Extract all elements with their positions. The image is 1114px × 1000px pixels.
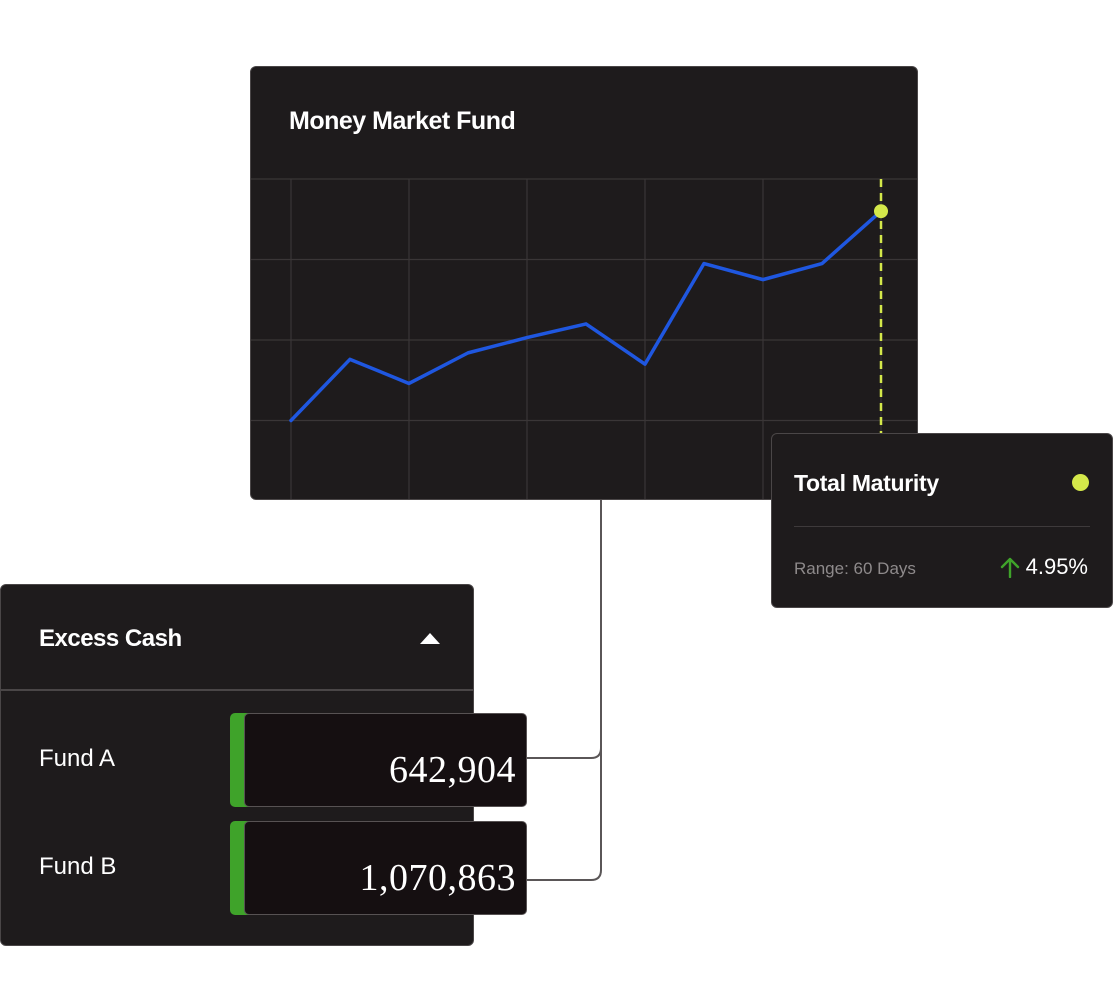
fund-b-value-box[interactable]: 1,070,863 — [230, 821, 527, 915]
money-market-fund-chart — [251, 178, 917, 499]
fund-a-value[interactable]: 642,904 — [244, 713, 527, 807]
series-line — [289, 209, 883, 423]
connector-line — [527, 500, 602, 759]
connector-line — [527, 740, 602, 881]
caret-up-icon[interactable] — [420, 633, 440, 644]
change-value: 4.95% — [1025, 554, 1088, 579]
highlighted-point — [874, 204, 888, 219]
chart-title: Money Market Fund — [289, 107, 516, 135]
up-arrow-icon — [1000, 557, 1019, 578]
total-maturity-card: Total Maturity Range: 60 Days 4.95% — [771, 433, 1113, 608]
range-label: Range: 60 Days — [794, 559, 916, 578]
total-maturity-title: Total Maturity — [794, 470, 939, 496]
status-dot — [1072, 474, 1089, 491]
fund-a-label: Fund A — [39, 745, 116, 772]
divider — [794, 526, 1090, 527]
change-indicator: 4.95% — [1000, 554, 1088, 580]
money-market-fund-card: Money Market Fund — [250, 66, 918, 500]
fund-b-label: Fund B — [39, 853, 117, 880]
chart-points — [874, 204, 888, 219]
fund-b-value[interactable]: 1,070,863 — [244, 821, 527, 915]
excess-cash-title: Excess Cash — [39, 625, 182, 652]
chart-grid — [251, 178, 917, 499]
divider — [1, 689, 473, 691]
fund-a-value-box[interactable]: 642,904 — [230, 713, 527, 807]
